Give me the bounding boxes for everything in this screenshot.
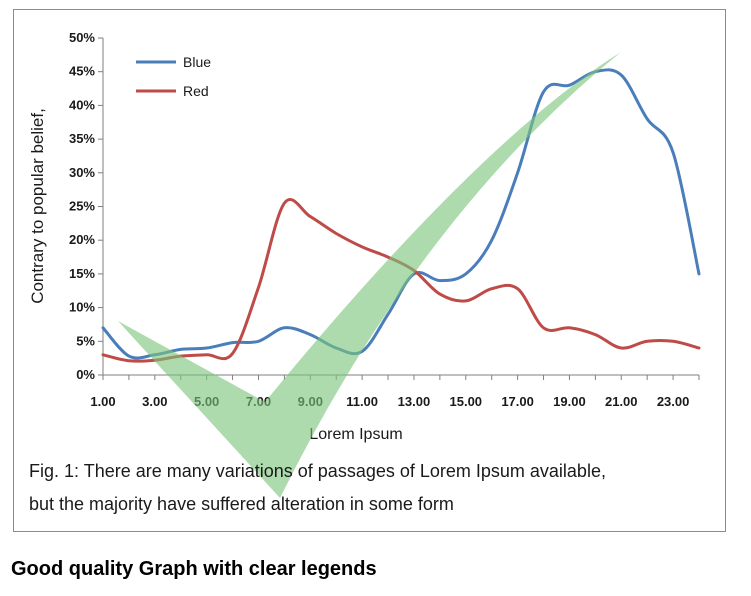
legend-label-blue: Blue	[183, 54, 211, 70]
x-tick-label: 21.00	[605, 394, 638, 409]
x-tick-label: 11.00	[346, 394, 378, 409]
legend-label-red: Red	[183, 83, 209, 99]
x-tick-label: 1.00	[90, 394, 115, 409]
series-line-blue	[101, 68, 701, 360]
figure-caption-line-2: but the majority have suffered alteratio…	[29, 494, 454, 514]
y-tick-label: 35%	[69, 131, 95, 146]
y-tick-label: 10%	[69, 300, 95, 315]
y-tick-label: 0%	[76, 367, 95, 382]
x-tick-label: 17.00	[501, 394, 534, 409]
x-tick-label: 3.00	[142, 394, 167, 409]
figure-caption-line-1: Fig. 1: There are many variations of pas…	[29, 461, 606, 481]
x-tick-label: 15.00	[450, 394, 483, 409]
y-tick-label: 15%	[69, 266, 95, 281]
y-tick-label: 45%	[69, 64, 95, 79]
figure-frame	[13, 9, 726, 532]
x-tick-label: 13.00	[398, 394, 431, 409]
x-tick-label: 23.00	[657, 394, 690, 409]
y-tick-label: 40%	[69, 97, 95, 112]
y-tick-label: 20%	[69, 232, 95, 247]
x-axis-title: Lorem Ipsum	[309, 426, 402, 443]
page-title: Good quality Graph with clear legends	[11, 558, 377, 580]
y-tick-label: 30%	[69, 165, 95, 180]
x-tick-label: 19.00	[553, 394, 586, 409]
y-axis-title: Contrary to popular belief,	[28, 108, 47, 304]
checkmark-icon	[118, 52, 621, 498]
y-tick-label: 25%	[69, 199, 95, 214]
y-tick-label: 50%	[69, 30, 95, 45]
y-tick-label: 5%	[76, 333, 95, 348]
